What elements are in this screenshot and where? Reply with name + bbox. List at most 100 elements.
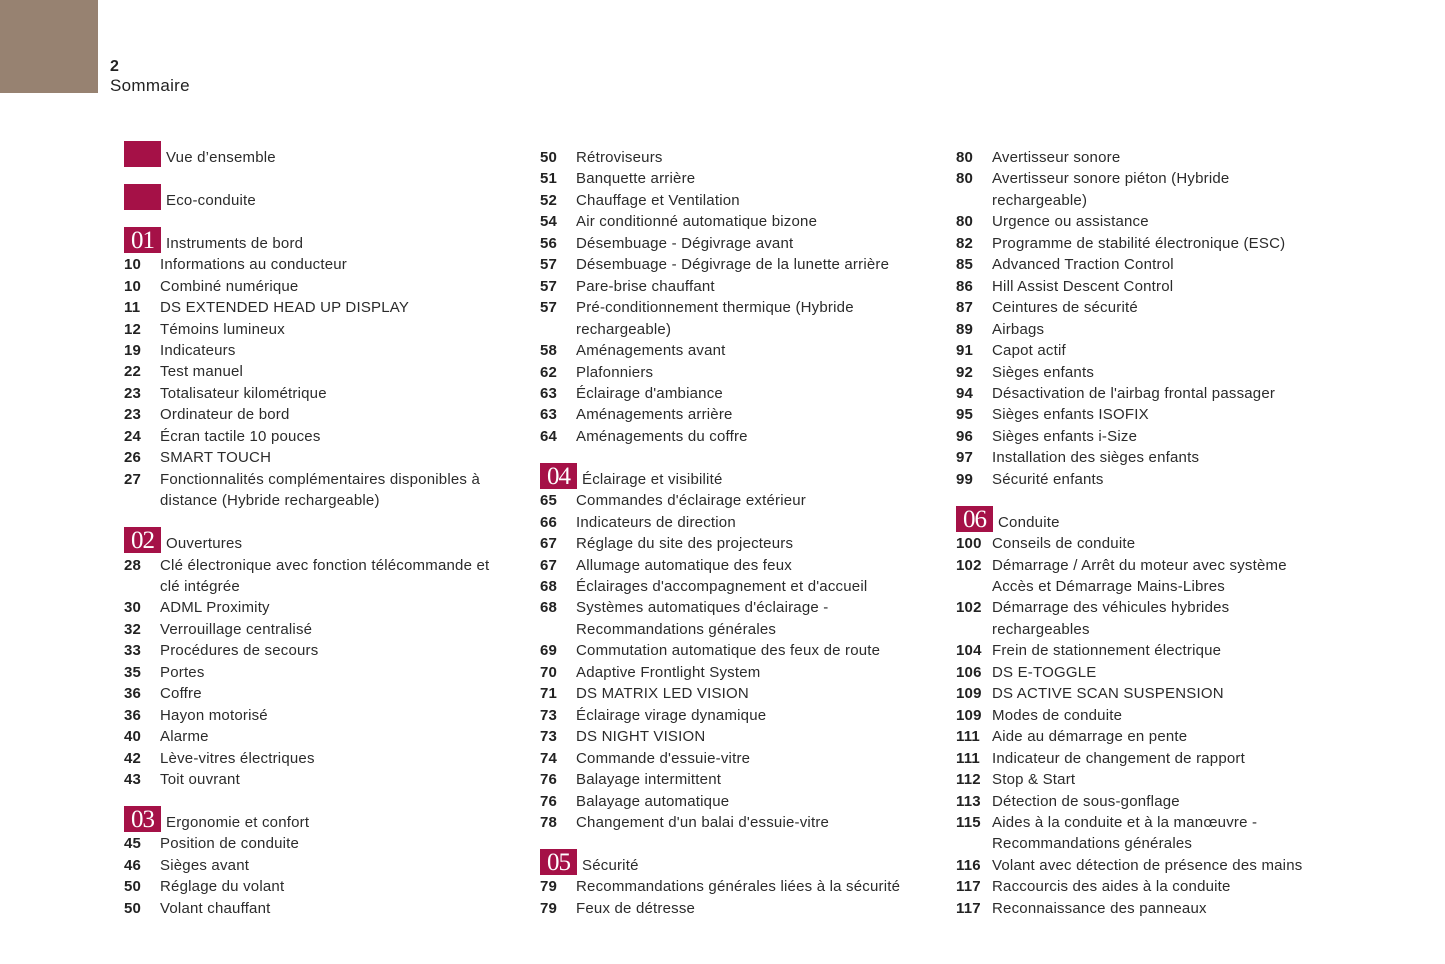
toc-entry[interactable]: 67 Réglage du site des projecteurs: [540, 533, 940, 554]
toc-entry[interactable]: 68 Systèmes automatiques d'éclairage - Re…: [540, 597, 940, 640]
toc-entry[interactable]: 11 DS EXTENDED HEAD UP DISPLAY: [124, 297, 524, 318]
toc-entry[interactable]: 109 Modes de conduite: [956, 705, 1356, 726]
toc-entry[interactable]: 23 Ordinateur de bord: [124, 404, 524, 425]
toc-entry[interactable]: 96 Sièges enfants i-Size: [956, 426, 1356, 447]
toc-page-number: 109: [956, 706, 982, 724]
toc-entry[interactable]: 89 Airbags: [956, 319, 1356, 340]
toc-entry[interactable]: 57 Désembuage - Dégivrage de la lunette a…: [540, 254, 940, 275]
toc-entry[interactable]: 82 Programme de stabilité électronique (E…: [956, 233, 1356, 254]
toc-entry[interactable]: 32 Verrouillage centralisé: [124, 619, 524, 640]
toc-entry[interactable]: 80 Avertisseur sonore: [956, 147, 1356, 168]
toc-entry[interactable]: 30 ADML Proximity: [124, 597, 524, 618]
toc-entry[interactable]: 62 Plafonniers: [540, 362, 940, 383]
toc-entry[interactable]: 111 Aide au démarrage en pente: [956, 726, 1356, 747]
toc-entry[interactable]: 80 Urgence ou assistance: [956, 211, 1356, 232]
toc-entry[interactable]: 71 DS MATRIX LED VISION: [540, 683, 940, 704]
toc-section-heading[interactable]: 03 Ergonomie et confort: [124, 805, 524, 833]
toc-entry[interactable]: 117 Reconnaissance des panneaux: [956, 898, 1356, 919]
toc-page-number: 94: [956, 384, 974, 402]
toc-entry[interactable]: 102 Démarrage / Arrêt du moteur avec syst…: [956, 555, 1356, 598]
toc-entry[interactable]: 102 Démarrage des véhicules hybrides rech…: [956, 597, 1356, 640]
toc-entry[interactable]: 94 Désactivation de l'airbag frontal pass…: [956, 383, 1356, 404]
toc-entry[interactable]: 52 Chauffage et Ventilation: [540, 190, 940, 211]
toc-entry[interactable]: 19 Indicateurs: [124, 340, 524, 361]
toc-entry[interactable]: 51 Banquette arrière: [540, 168, 940, 189]
toc-entry[interactable]: 24 Écran tactile 10 pouces: [124, 426, 524, 447]
toc-entry[interactable]: 109 DS ACTIVE SCAN SUSPENSION: [956, 683, 1356, 704]
toc-entry[interactable]: 36 Hayon motorisé: [124, 705, 524, 726]
toc-entry[interactable]: 85 Advanced Traction Control: [956, 254, 1356, 275]
toc-entry[interactable]: 80 Avertisseur sonore piéton (Hybride rec…: [956, 168, 1356, 211]
toc-section-heading[interactable]: Vue d’ensemble: [124, 141, 524, 168]
toc-entry[interactable]: 112 Stop & Start: [956, 769, 1356, 790]
toc-entry[interactable]: 22 Test manuel: [124, 361, 524, 382]
toc-entry[interactable]: 78 Changement d'un balai d'essuie-vitre: [540, 812, 940, 833]
toc-entry[interactable]: 63 Éclairage d'ambiance: [540, 383, 940, 404]
toc-entry[interactable]: 117 Raccourcis des aides à la conduite: [956, 876, 1356, 897]
toc-entry[interactable]: 27 Fonctionnalités complémentaires dispon…: [124, 469, 524, 512]
toc-entry[interactable]: 79 Feux de détresse: [540, 898, 940, 919]
toc-entry[interactable]: 70 Adaptive Frontlight System: [540, 662, 940, 683]
toc-entry[interactable]: 91 Capot actif: [956, 340, 1356, 361]
toc-entry[interactable]: 76 Balayage intermittent: [540, 769, 940, 790]
toc-entry[interactable]: 97 Installation des sièges enfants: [956, 447, 1356, 468]
toc-entry[interactable]: 50 Réglage du volant: [124, 876, 524, 897]
toc-entry[interactable]: 95 Sièges enfants ISOFIX: [956, 404, 1356, 425]
toc-entry[interactable]: 43 Toit ouvrant: [124, 769, 524, 790]
toc-page-number: 45: [124, 835, 142, 853]
section-title: Éclairage et visibilité: [582, 470, 723, 488]
toc-entry[interactable]: 23 Totalisateur kilométrique: [124, 383, 524, 404]
toc-entry[interactable]: 104 Frein de stationnement électrique: [956, 640, 1356, 661]
toc-entry[interactable]: 68 Éclairages d'accompagnement et d'accue…: [540, 576, 940, 597]
toc-entry[interactable]: 79 Recommandations générales liées à la s…: [540, 876, 940, 897]
toc-entry[interactable]: 54 Air conditionné automatique bizone: [540, 211, 940, 232]
toc-page-number: 68: [540, 599, 558, 617]
toc-entry[interactable]: 86 Hill Assist Descent Control: [956, 276, 1356, 297]
toc-entry[interactable]: 50 Rétroviseurs: [540, 147, 940, 168]
toc-entry[interactable]: 92 Sièges enfants: [956, 362, 1356, 383]
toc-entry[interactable]: 45 Position de conduite: [124, 833, 524, 854]
toc-entry[interactable]: 12 Témoins lumineux: [124, 319, 524, 340]
toc-section-heading[interactable]: 01 Instruments de bord: [124, 226, 524, 254]
toc-entry[interactable]: 74 Commande d'essuie-vitre: [540, 748, 940, 769]
toc-entry[interactable]: 67 Allumage automatique des feux: [540, 555, 940, 576]
toc-entry[interactable]: 73 Éclairage virage dynamique: [540, 705, 940, 726]
toc-entry[interactable]: 73 DS NIGHT VISION: [540, 726, 940, 747]
toc-entry[interactable]: 10 Informations au conducteur: [124, 254, 524, 275]
toc-entry[interactable]: 87 Ceintures de sécurité: [956, 297, 1356, 318]
toc-entry[interactable]: 64 Aménagements du coffre: [540, 426, 940, 447]
toc-entry[interactable]: 99 Sécurité enfants: [956, 469, 1356, 490]
toc-entry[interactable]: 42 Lève-vitres électriques: [124, 748, 524, 769]
toc-entry[interactable]: 115 Aides à la conduite et à la manœuvre …: [956, 812, 1356, 855]
toc-entry[interactable]: 10 Combiné numérique: [124, 276, 524, 297]
toc-section-heading[interactable]: 04 Éclairage et visibilité: [540, 462, 940, 490]
toc-entry-text: Chauffage et Ventilation: [576, 191, 740, 209]
toc-entry[interactable]: 66 Indicateurs de direction: [540, 512, 940, 533]
toc-entry[interactable]: 26 SMART TOUCH: [124, 447, 524, 468]
toc-entry[interactable]: 50 Volant chauffant: [124, 898, 524, 919]
toc-entry[interactable]: 36 Coffre: [124, 683, 524, 704]
toc-entry[interactable]: 111 Indicateur de changement de rapport: [956, 748, 1356, 769]
toc-section-heading[interactable]: 06 Conduite: [956, 505, 1356, 533]
toc-entry[interactable]: 106 DS E-TOGGLE: [956, 662, 1356, 683]
toc-entry[interactable]: 40 Alarme: [124, 726, 524, 747]
toc-entry[interactable]: 65 Commandes d'éclairage extérieur: [540, 490, 940, 511]
toc-entry[interactable]: 28 Clé électronique avec fonction télécom…: [124, 555, 524, 598]
toc-section-heading[interactable]: Eco-conduite: [124, 183, 524, 211]
toc-entry[interactable]: 57 Pré-conditionnement thermique (Hybride…: [540, 297, 940, 340]
toc-entry[interactable]: 35 Portes: [124, 662, 524, 683]
toc-section-heading[interactable]: 02 Ouvertures: [124, 527, 524, 554]
toc-section-heading[interactable]: 05 Sécurité: [540, 848, 940, 876]
toc-entry[interactable]: 46 Sièges avant: [124, 855, 524, 876]
toc-entry[interactable]: 100 Conseils de conduite: [956, 533, 1356, 554]
toc-entry[interactable]: 58 Aménagements avant: [540, 340, 940, 361]
toc-entry[interactable]: 76 Balayage automatique: [540, 791, 940, 812]
toc-entry[interactable]: 57 Pare-brise chauffant: [540, 276, 940, 297]
toc-entry[interactable]: 63 Aménagements arrière: [540, 404, 940, 425]
toc-entry[interactable]: 69 Commutation automatique des feux de ro…: [540, 640, 940, 661]
toc-column-2: 50 Rétroviseurs 51 Banquette arrière 52 Chauf…: [540, 147, 940, 919]
toc-entry[interactable]: 113 Détection de sous-gonflage: [956, 791, 1356, 812]
toc-entry[interactable]: 116 Volant avec détection de présence des…: [956, 855, 1356, 876]
toc-entry[interactable]: 33 Procédures de secours: [124, 640, 524, 661]
toc-entry[interactable]: 56 Désembuage - Dégivrage avant: [540, 233, 940, 254]
